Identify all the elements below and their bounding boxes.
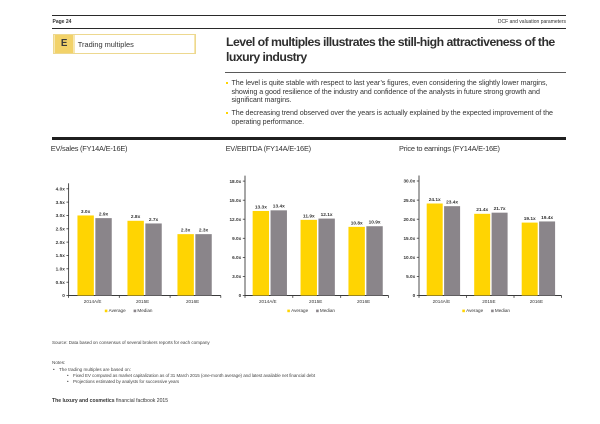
svg-text:0: 0 xyxy=(413,293,416,298)
svg-text:13.4x: 13.4x xyxy=(273,204,285,210)
svg-text:30.0x: 30.0x xyxy=(403,179,415,184)
svg-text:10.8x: 10.8x xyxy=(351,220,363,226)
svg-text:2014A/E: 2014A/E xyxy=(259,299,277,304)
svg-text:Average: Average xyxy=(291,308,308,313)
svg-text:1.5x: 1.5x xyxy=(56,253,66,258)
svg-text:0: 0 xyxy=(239,293,242,298)
svg-text:Median: Median xyxy=(495,308,511,313)
svg-text:2.3x: 2.3x xyxy=(181,228,191,234)
svg-text:2015E: 2015E xyxy=(482,299,495,304)
svg-text:12.1x: 12.1x xyxy=(321,212,333,218)
svg-text:4.0x: 4.0x xyxy=(56,187,66,192)
svg-text:Median: Median xyxy=(320,308,336,313)
svg-text:2.3x: 2.3x xyxy=(199,228,209,234)
svg-text:2016E: 2016E xyxy=(357,299,370,304)
svg-text:3.0x: 3.0x xyxy=(56,213,66,218)
svg-text:21.7x: 21.7x xyxy=(494,206,506,212)
svg-text:19.1x: 19.1x xyxy=(524,216,536,222)
svg-text:20.0x: 20.0x xyxy=(403,217,415,222)
svg-text:3.0x: 3.0x xyxy=(81,209,91,215)
svg-text:Average: Average xyxy=(466,308,483,313)
svg-text:2.5x: 2.5x xyxy=(56,227,66,232)
svg-text:2016E: 2016E xyxy=(186,299,199,304)
svg-text:15.0x: 15.0x xyxy=(403,236,415,241)
svg-text:2014A/E: 2014A/E xyxy=(433,299,451,304)
svg-text:2.9x: 2.9x xyxy=(99,212,109,218)
svg-text:Median: Median xyxy=(137,308,153,313)
svg-text:12.0x: 12.0x xyxy=(229,217,241,222)
svg-text:3.0x: 3.0x xyxy=(232,274,242,279)
svg-text:13.3x: 13.3x xyxy=(255,204,267,210)
svg-text:2.8x: 2.8x xyxy=(131,214,141,220)
svg-text:25.0x: 25.0x xyxy=(403,198,415,203)
svg-text:24.1x: 24.1x xyxy=(429,197,441,203)
svg-text:2.0x: 2.0x xyxy=(56,240,66,245)
svg-text:10.0x: 10.0x xyxy=(403,255,415,260)
svg-text:18.0x: 18.0x xyxy=(229,179,241,184)
svg-text:0.5x: 0.5x xyxy=(56,280,66,285)
svg-text:3.5x: 3.5x xyxy=(56,200,66,205)
svg-text:11.9x: 11.9x xyxy=(303,213,315,219)
svg-text:0: 0 xyxy=(62,293,65,298)
svg-text:15.0x: 15.0x xyxy=(229,198,241,203)
svg-text:2.7x: 2.7x xyxy=(149,217,159,223)
svg-text:1.0x: 1.0x xyxy=(56,267,66,272)
svg-text:19.4x: 19.4x xyxy=(541,215,553,221)
svg-text:23.4x: 23.4x xyxy=(446,200,458,206)
svg-text:2015E: 2015E xyxy=(309,299,322,304)
svg-text:9.0x: 9.0x xyxy=(232,236,242,241)
svg-text:5.0x: 5.0x xyxy=(406,274,416,279)
svg-text:6.0x: 6.0x xyxy=(232,255,242,260)
svg-text:10.9x: 10.9x xyxy=(369,220,381,226)
svg-text:2015E: 2015E xyxy=(136,299,149,304)
svg-text:21.4x: 21.4x xyxy=(476,207,488,213)
svg-text:2014A/E: 2014A/E xyxy=(84,299,102,304)
svg-text:Average: Average xyxy=(109,308,126,313)
svg-text:2016E: 2016E xyxy=(530,299,543,304)
